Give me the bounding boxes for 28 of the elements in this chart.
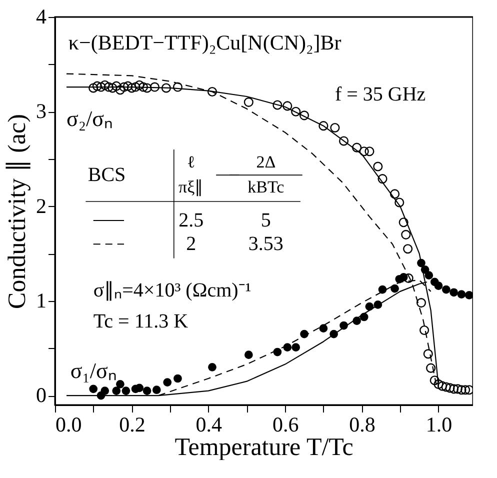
x-axis-title: Temperature T/Tc	[174, 434, 354, 461]
y-tick-label: 0	[36, 383, 46, 408]
annotation: f = 35 GHz	[334, 84, 426, 106]
y-tick-label: 1	[36, 288, 46, 312]
annotation: BCS	[88, 164, 126, 186]
annotation: πξ∥	[178, 177, 204, 196]
x-tick-label: 0.4	[196, 412, 223, 436]
annotation: κ−(BEDT−TTF)₂Cu[N(CN)₂]Br	[68, 30, 342, 54]
y-tick-label: 4	[36, 4, 47, 28]
annotation: σ∥ₙ=4×10³ (Ωcm)⁻¹	[93, 279, 252, 302]
annotation: 2	[186, 233, 196, 256]
x-tick-label: 0.2	[119, 412, 146, 436]
x-tick-label: 0.6	[272, 412, 299, 436]
x-tick-label: 0.8	[349, 412, 376, 436]
annotation: kBTc	[248, 177, 285, 196]
annotation: Tc = 11.3 K	[93, 310, 189, 333]
x-tick-label: 1.0	[426, 412, 452, 436]
annotation: 3.53	[248, 233, 284, 256]
annotation: 2Δ	[256, 152, 276, 172]
series-label: σ₂/σₙ	[66, 106, 114, 132]
y-tick-label: 3	[36, 99, 46, 124]
y-tick-label: 2	[36, 194, 46, 218]
annotation: 2.5	[178, 209, 204, 232]
series-label: σ₁/σₙ	[70, 358, 117, 383]
x-tick-label: 0.0	[56, 412, 82, 436]
annotation: ℓ	[187, 152, 196, 172]
y-axis-title: Conductivity ∥ (ac)	[4, 114, 31, 309]
annotation: 5	[260, 209, 271, 232]
